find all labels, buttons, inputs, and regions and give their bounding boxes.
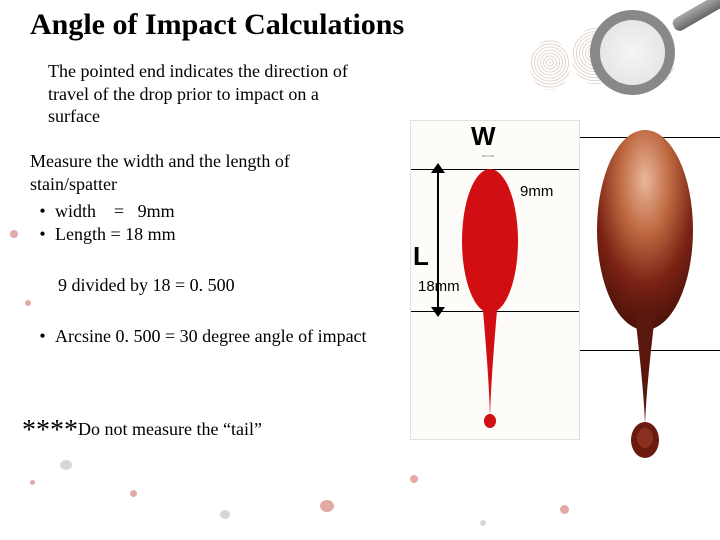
width-measurement-label: 9mm [520, 183, 553, 200]
measurements-list: • width = 9mm • Length = 18 mm [30, 200, 176, 247]
spatter-dot [25, 300, 31, 306]
bullet-icon: • [30, 200, 55, 223]
warning-text: Do not measure the “tail” [78, 419, 262, 439]
spatter-dot [320, 500, 334, 512]
bullet-icon: • [30, 223, 55, 246]
blood-drop-photo [590, 130, 700, 470]
magnifier-decoration [530, 0, 720, 120]
length-value: Length = 18 mm [55, 223, 176, 246]
width-axis-label: W [471, 121, 496, 152]
spatter-dot [130, 490, 137, 497]
length-arrow-head-icon [431, 307, 445, 317]
warning-stars: **** [22, 415, 78, 446]
magnifier-handle [671, 0, 720, 33]
magnifier-lens [590, 10, 675, 95]
fingerprint-icon [530, 40, 570, 90]
length-arrow-head-icon [431, 163, 445, 173]
arcsine-result: Arcsine 0. 500 = 30 degree angle of impa… [55, 325, 367, 348]
bloodstain-shape [461, 169, 519, 429]
length-measurement-label: 18mm [418, 278, 460, 295]
length-axis-label: L [413, 241, 429, 272]
spatter-dot [560, 505, 569, 514]
spatter-dot [410, 475, 418, 483]
list-item: • Length = 18 mm [30, 223, 176, 246]
list-item: • Arcsine 0. 500 = 30 degree angle of im… [30, 325, 380, 348]
spatter-dot [30, 480, 35, 485]
spatter-dot [10, 230, 18, 238]
spatter-dot [60, 460, 72, 470]
width-value: width = 9mm [55, 200, 175, 223]
bullet-icon: • [30, 325, 55, 348]
width-arrow-icon [453, 155, 523, 157]
division-result: 9 divided by 18 = 0. 500 [58, 275, 235, 296]
warning-note: ****Do not measure the “tail” [22, 415, 262, 447]
page-title: Angle of Impact Calculations [30, 8, 404, 42]
list-item: • width = 9mm [30, 200, 176, 223]
intro-text: The pointed end indicates the direction … [48, 60, 358, 128]
measure-instruction: Measure the width and the length of stai… [30, 150, 360, 197]
spatter-dot [220, 510, 230, 519]
spatter-dot [480, 520, 486, 526]
arcsine-group: • Arcsine 0. 500 = 30 degree angle of im… [30, 325, 380, 348]
